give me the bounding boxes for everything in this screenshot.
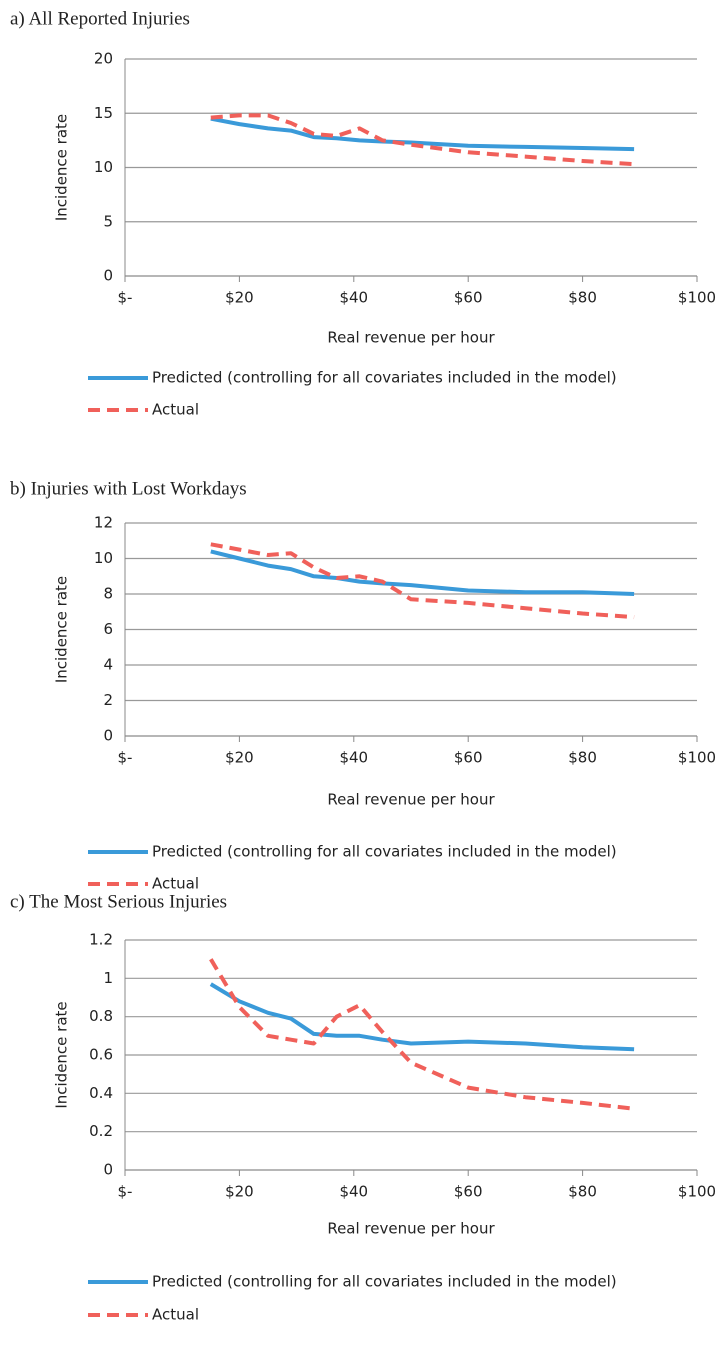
x-tick-label: $60 (454, 1183, 483, 1201)
x-axis-title: Real revenue per hour (327, 329, 495, 347)
y-tick-label: 12 (94, 514, 113, 532)
legend-label: Actual (152, 875, 199, 893)
legend-label: Actual (152, 1306, 199, 1324)
series-line (210, 113, 635, 167)
y-tick-label: 0.2 (89, 1122, 113, 1140)
legend-label: Predicted (controlling for all covariate… (152, 843, 617, 861)
y-tick-label: 0 (103, 267, 113, 285)
legend-label: Actual (152, 401, 199, 419)
x-tick-label: $20 (225, 749, 254, 767)
x-tick-label: $40 (339, 1183, 368, 1201)
y-axis-title: Incidence rate (53, 1001, 71, 1108)
x-axis-title: Real revenue per hour (327, 1220, 495, 1238)
y-tick-label: 4 (103, 656, 113, 674)
y-tick-label: 1.2 (89, 931, 113, 949)
x-tick-label: $80 (568, 749, 597, 767)
x-tick-label: $- (118, 1183, 133, 1201)
y-tick-label: 6 (103, 620, 113, 638)
x-tick-label: $40 (339, 289, 368, 307)
chart-title: c) The Most Serious Injuries (10, 891, 227, 912)
x-tick-label: $80 (568, 289, 597, 307)
y-tick-label: 15 (94, 104, 113, 122)
x-tick-label: $100 (678, 749, 716, 767)
x-tick-label: $100 (678, 1183, 716, 1201)
chart-title: b) Injuries with Lost Workdays (10, 478, 247, 499)
y-tick-label: 0 (103, 1161, 113, 1179)
x-axis-title: Real revenue per hour (327, 791, 495, 809)
series-line (210, 116, 635, 152)
y-tick-label: 0.4 (89, 1084, 113, 1102)
y-tick-label: 10 (94, 549, 113, 567)
x-tick-label: $60 (454, 289, 483, 307)
series-line (209, 958, 635, 1111)
y-axis-title: Incidence rate (53, 576, 71, 683)
y-tick-label: 20 (94, 50, 113, 68)
series-line (209, 982, 635, 1052)
x-tick-label: $20 (225, 289, 254, 307)
y-tick-label: 0.6 (89, 1046, 113, 1064)
x-tick-label: $60 (454, 749, 483, 767)
y-tick-label: 5 (103, 212, 113, 230)
y-tick-label: 0.8 (89, 1007, 113, 1025)
x-tick-label: $20 (225, 1183, 254, 1201)
x-tick-label: $80 (568, 1183, 597, 1201)
x-tick-label: $100 (678, 289, 716, 307)
x-tick-label: $- (118, 289, 133, 307)
series-line (210, 549, 635, 596)
legend-label: Predicted (controlling for all covariate… (152, 1273, 617, 1291)
y-tick-label: 0 (103, 727, 113, 745)
legend-label: Predicted (controlling for all covariate… (152, 369, 617, 387)
x-tick-label: $- (118, 749, 133, 767)
y-tick-label: 8 (103, 585, 113, 603)
y-axis-title: Incidence rate (53, 114, 71, 221)
chart-title: a) All Reported Injuries (10, 8, 190, 29)
series-line (210, 542, 635, 620)
y-tick-label: 1 (103, 969, 113, 987)
x-tick-label: $40 (339, 749, 368, 767)
y-tick-label: 2 (103, 691, 113, 709)
y-tick-label: 10 (94, 158, 113, 176)
